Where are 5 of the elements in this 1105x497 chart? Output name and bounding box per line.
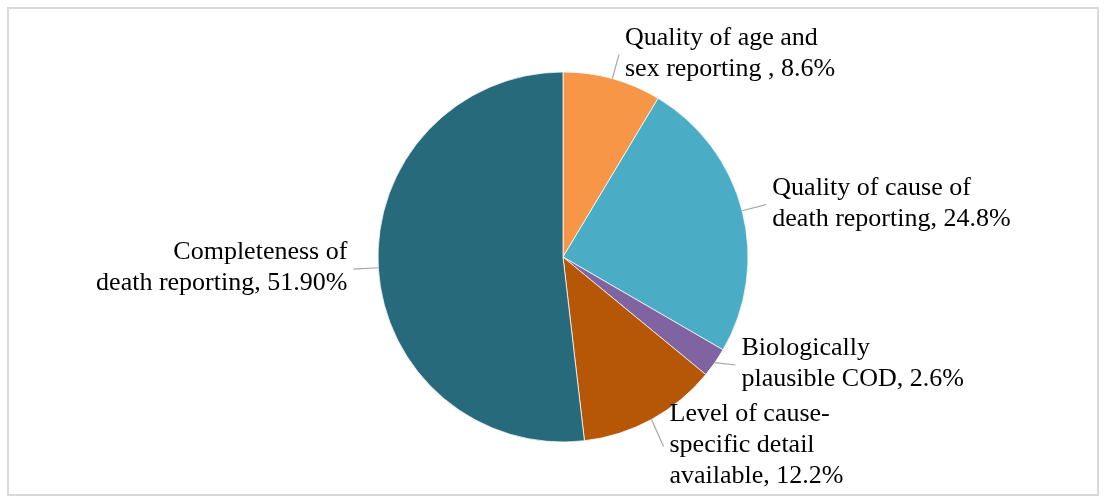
slice-label: Level of cause-specific detail available, 12.2% xyxy=(669,398,844,489)
slice-label: Quality of age and sex reporting , 8.6% xyxy=(624,21,836,82)
slice-label: Quality of cause of death reporting, 24.8% xyxy=(772,171,1011,232)
slice-label: Biologically plausible COD, 2.6% xyxy=(741,332,964,392)
slice-label: Completeness of death reporting, 51.90% xyxy=(96,236,348,297)
